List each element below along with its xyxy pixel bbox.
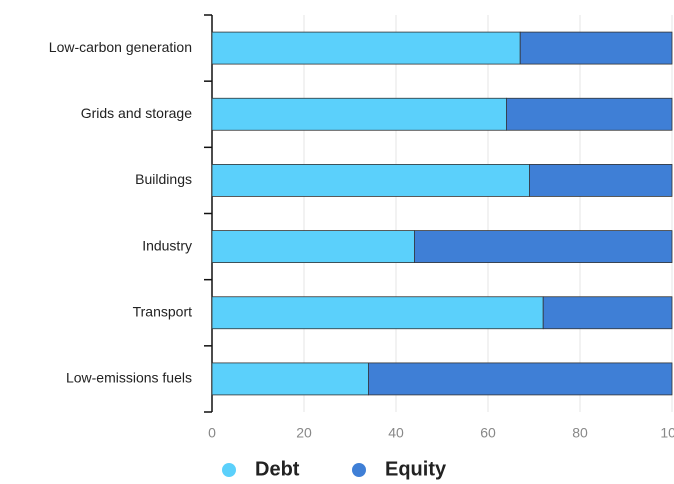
bar-segment [211, 362, 369, 396]
legend-label: Equity [385, 458, 447, 480]
bar-segment [529, 164, 673, 197]
legend-label: Debt [255, 458, 300, 480]
bar-segment [211, 164, 530, 197]
x-tick-label: 40 [388, 425, 404, 441]
legend-marker [222, 463, 236, 477]
y-tick-label: Grids and storage [81, 105, 192, 121]
bar-segment [413, 230, 673, 263]
y-tick-label: Transport [133, 303, 193, 319]
x-tick-label: 0 [208, 425, 216, 441]
bar-segment [505, 97, 673, 131]
bar-segment [211, 296, 544, 330]
x-tick-label: 80 [572, 425, 588, 441]
x-tick-label: 100 [660, 425, 674, 441]
bar-segment [542, 296, 673, 330]
bar-segment [211, 31, 521, 65]
bar-segment [519, 31, 673, 65]
y-tick-label: Low-carbon generation [49, 39, 192, 55]
y-tick-label: Industry [142, 237, 192, 253]
y-tick-label: Low-emissions fuels [66, 370, 192, 386]
x-tick-label: 20 [296, 425, 312, 441]
bar-segment [211, 97, 507, 131]
x-tick-label: 60 [480, 425, 496, 441]
y-tick-label: Buildings [135, 171, 192, 187]
legend-marker [352, 463, 366, 477]
bar-segment [211, 230, 415, 263]
bar-segment [367, 362, 673, 396]
